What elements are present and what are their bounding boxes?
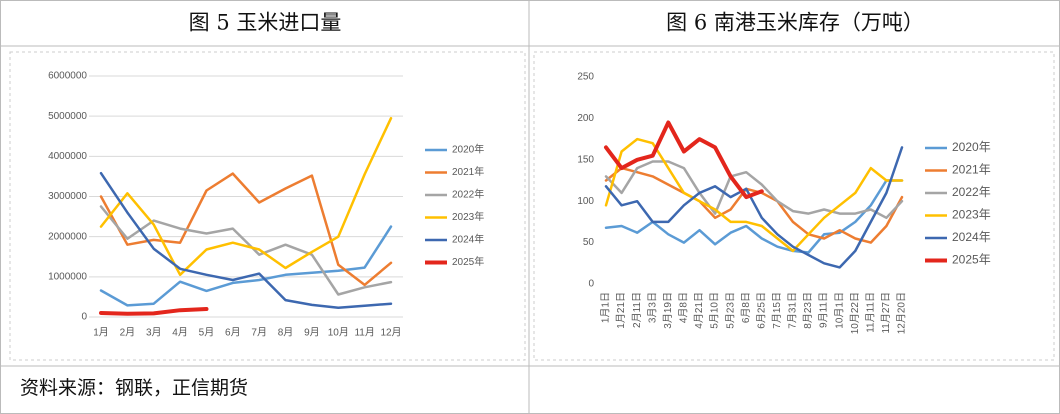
y-tick-label: 3000000 — [48, 191, 87, 202]
y-tick-label: 5000000 — [48, 111, 87, 122]
x-tick-label: 12月 — [380, 327, 401, 339]
legend-label: 2024年 — [952, 230, 991, 244]
x-tick-label: 11月 — [354, 327, 374, 339]
series-line — [99, 172, 393, 287]
x-tick-label: 4月8日 — [678, 292, 690, 323]
chart-border — [533, 51, 1055, 361]
legend-label: 2022年 — [952, 185, 991, 199]
legend-label: 2023年 — [452, 210, 484, 223]
legend-label: 2025年 — [952, 253, 991, 267]
y-tick-label: 100 — [577, 196, 594, 207]
y-tick-label: 1000000 — [48, 271, 87, 282]
legend-label: 2022年 — [452, 188, 484, 201]
x-tick-label: 8月 — [278, 327, 294, 339]
y-tick-label: 0 — [588, 279, 594, 290]
legend-label: 2021年 — [952, 163, 991, 177]
y-tick-label: 50 — [583, 237, 595, 248]
x-tick-label: 2月11日 — [631, 292, 643, 328]
series-line — [99, 205, 393, 296]
y-tick-label: 4000000 — [48, 151, 87, 162]
x-tick-label: 5月 — [199, 327, 215, 339]
chart-border — [9, 51, 526, 361]
x-tick-label: 5月10日 — [709, 292, 721, 329]
x-tick-label: 7月15日 — [771, 292, 783, 329]
x-tick-label: 3月3日 — [646, 292, 658, 323]
legend-label: 2024年 — [452, 233, 484, 246]
x-tick-label: 3月19日 — [662, 292, 674, 329]
x-tick-label: 10月22日 — [849, 292, 861, 334]
series-line — [604, 166, 904, 244]
x-tick-label: 11月27日 — [880, 292, 892, 334]
x-tick-label: 2月 — [120, 327, 136, 339]
x-tick-label: 5月23日 — [724, 292, 736, 329]
x-tick-label: 1月 — [93, 327, 109, 339]
series-line — [604, 120, 764, 200]
x-tick-label: 8月23日 — [802, 292, 814, 329]
x-tick-label: 12月20日 — [896, 292, 908, 334]
y-tick-label: 250 — [577, 72, 594, 83]
y-tick-label: 0 — [81, 312, 87, 323]
x-tick-label: 1月1日 — [600, 292, 612, 323]
y-tick-label: 150 — [577, 154, 594, 165]
x-tick-label: 10月1日 — [833, 292, 845, 329]
chart-title: 图 5 玉米进口量 — [189, 11, 342, 35]
series-line — [604, 160, 904, 220]
legend-label: 2023年 — [952, 208, 991, 222]
x-tick-label: 3月 — [146, 327, 162, 339]
legend-label: 2020年 — [452, 143, 484, 156]
x-tick-label: 6月25日 — [755, 292, 767, 329]
x-tick-label: 10月 — [328, 327, 349, 339]
y-tick-label: 6000000 — [48, 71, 87, 82]
series-line — [99, 116, 393, 277]
series-line — [604, 146, 904, 269]
x-tick-label: 7月31日 — [787, 292, 799, 329]
x-tick-label: 6月 — [225, 327, 241, 339]
y-tick-label: 200 — [577, 113, 594, 124]
x-tick-label: 9月 — [304, 327, 320, 339]
x-tick-label: 4月 — [172, 327, 188, 339]
x-tick-label: 4月21日 — [693, 292, 705, 329]
series-line — [604, 179, 904, 254]
legend-label: 2025年 — [452, 255, 484, 268]
x-tick-label: 11月11日 — [864, 292, 876, 333]
x-tick-label: 1月21日 — [615, 292, 627, 329]
x-tick-label: 9月11日 — [818, 292, 830, 328]
series-line — [99, 171, 393, 310]
x-tick-label: 6月8日 — [740, 292, 752, 323]
legend-label: 2021年 — [452, 165, 484, 178]
y-tick-label: 2000000 — [48, 231, 87, 242]
chart-title: 图 6 南港玉米库存（万吨） — [666, 11, 924, 35]
source: 资料来源：钢联，正信期货 — [20, 377, 248, 399]
series-line — [99, 225, 393, 307]
x-tick-label: 7月 — [251, 327, 267, 339]
legend-label: 2020年 — [952, 140, 991, 154]
series-line — [99, 307, 209, 316]
